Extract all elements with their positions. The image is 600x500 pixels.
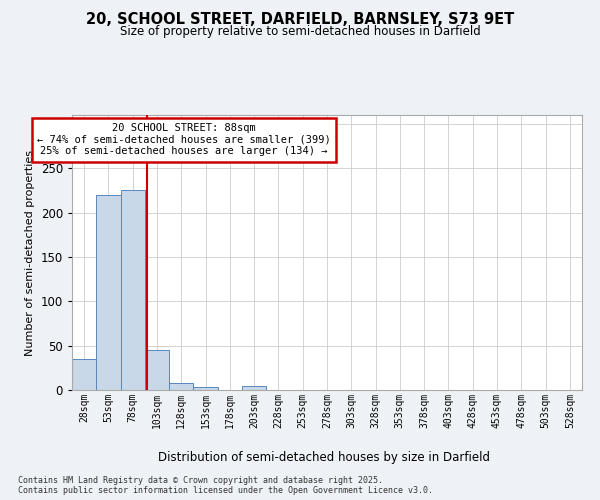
Text: 20, SCHOOL STREET, DARFIELD, BARNSLEY, S73 9ET: 20, SCHOOL STREET, DARFIELD, BARNSLEY, S…: [86, 12, 514, 28]
Text: Contains HM Land Registry data © Crown copyright and database right 2025.
Contai: Contains HM Land Registry data © Crown c…: [18, 476, 433, 495]
Bar: [72, 359, 96, 390]
Bar: [169, 383, 193, 390]
Text: 20 SCHOOL STREET: 88sqm
← 74% of semi-detached houses are smaller (399)
25% of s: 20 SCHOOL STREET: 88sqm ← 74% of semi-de…: [37, 123, 331, 156]
Bar: [193, 388, 218, 390]
Bar: [145, 350, 169, 390]
Bar: [121, 190, 145, 390]
Y-axis label: Number of semi-detached properties: Number of semi-detached properties: [25, 150, 35, 356]
Text: Size of property relative to semi-detached houses in Darfield: Size of property relative to semi-detach…: [119, 25, 481, 38]
Bar: [96, 195, 121, 390]
Text: Distribution of semi-detached houses by size in Darfield: Distribution of semi-detached houses by …: [158, 451, 490, 464]
Bar: [242, 386, 266, 390]
